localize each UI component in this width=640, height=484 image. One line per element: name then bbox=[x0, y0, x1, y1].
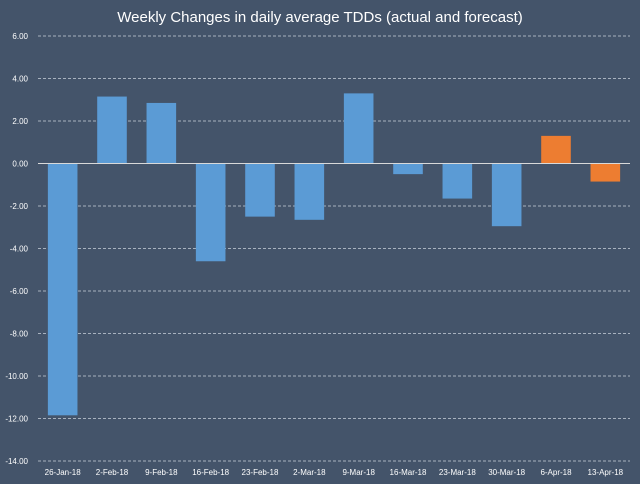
y-tick-label: -6.00 bbox=[10, 287, 29, 296]
y-tick-label: -14.00 bbox=[5, 457, 28, 466]
y-tick-label: 2.00 bbox=[12, 117, 28, 126]
actual-bar bbox=[343, 93, 374, 164]
y-tick-label: -12.00 bbox=[5, 415, 28, 424]
grid-layer bbox=[38, 35, 630, 462]
chart-title: Weekly Changes in daily average TDDs (ac… bbox=[117, 9, 523, 26]
x-tick-label: 13-Apr-18 bbox=[588, 468, 624, 477]
bars bbox=[47, 93, 621, 416]
y-tick-label: -2.00 bbox=[10, 202, 29, 211]
actual-bar bbox=[294, 163, 325, 220]
y-tick-label: 6.00 bbox=[12, 32, 28, 41]
y-tick-label: -4.00 bbox=[10, 245, 29, 254]
axes: 6.00 4.00 2.00 0.00 -2.00 -4.00 -6.00 -8.00 -10.… bbox=[5, 32, 630, 477]
forecast-bar bbox=[541, 135, 571, 164]
x-tick-label: 30-Mar-18 bbox=[488, 468, 525, 477]
actual-bar bbox=[97, 96, 127, 164]
y-tick-label: -10.00 bbox=[5, 372, 28, 381]
actual-bar bbox=[195, 163, 226, 262]
x-tick-label: 2-Feb-18 bbox=[96, 468, 129, 477]
x-tick-label: 6-Apr-18 bbox=[540, 468, 572, 477]
y-tick-label: -8.00 bbox=[10, 330, 29, 339]
actual-bar bbox=[146, 102, 177, 164]
actual-bar bbox=[245, 163, 275, 217]
actual-bar bbox=[393, 163, 423, 175]
x-tick-label: 9-Feb-18 bbox=[145, 468, 178, 477]
x-tick-label: 9-Mar-18 bbox=[342, 468, 375, 477]
actual-bar bbox=[442, 163, 473, 199]
x-tick-label: 23-Feb-18 bbox=[242, 468, 279, 477]
x-tick-label: 26-Jan-18 bbox=[45, 468, 82, 477]
x-tick-label: 2-Mar-18 bbox=[293, 468, 326, 477]
forecast-bar bbox=[590, 163, 621, 182]
y-tick-label: 4.00 bbox=[12, 75, 28, 84]
actual-bar bbox=[47, 163, 78, 416]
y-tick-label: 0.00 bbox=[12, 160, 28, 169]
x-tick-label: 16-Feb-18 bbox=[192, 468, 229, 477]
actual-bar bbox=[491, 163, 522, 227]
x-tick-label: 23-Mar-18 bbox=[439, 468, 476, 477]
x-tick-label: 16-Mar-18 bbox=[390, 468, 427, 477]
